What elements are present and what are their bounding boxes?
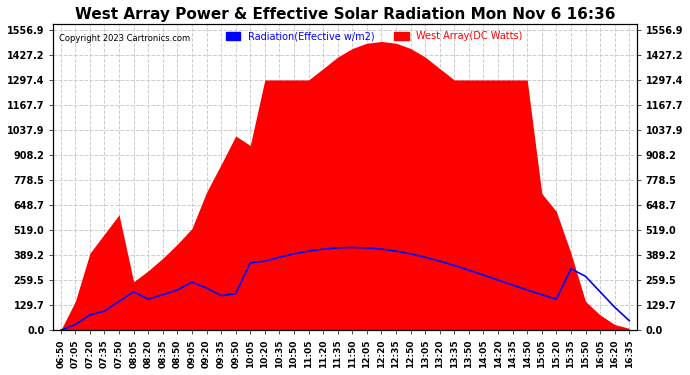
Title: West Array Power & Effective Solar Radiation Mon Nov 6 16:36: West Array Power & Effective Solar Radia…	[75, 7, 615, 22]
Text: Copyright 2023 Cartronics.com: Copyright 2023 Cartronics.com	[59, 34, 190, 43]
Legend: Radiation(Effective w/m2), West Array(DC Watts): Radiation(Effective w/m2), West Array(DC…	[224, 29, 524, 43]
